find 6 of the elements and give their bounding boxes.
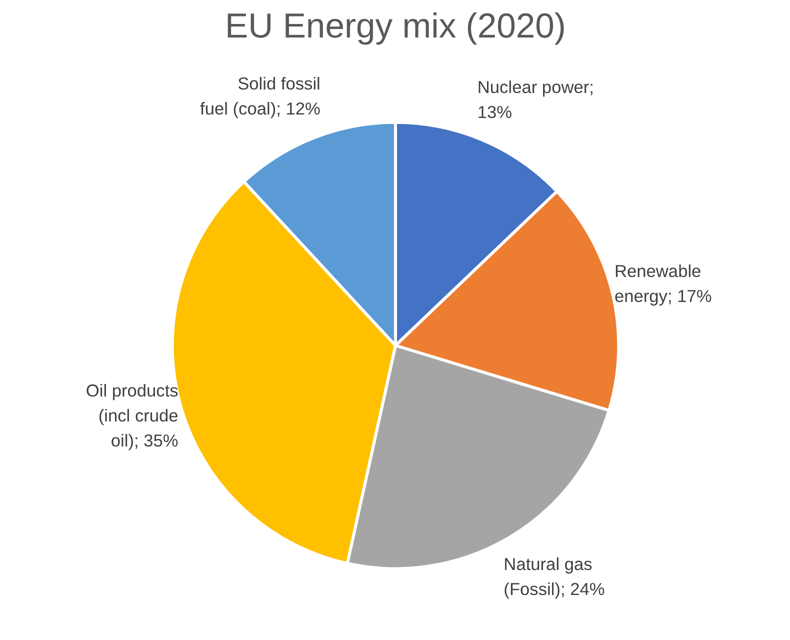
slice-label: Oil products (incl crude oil); 35% <box>86 380 179 450</box>
slice-label: Renewable energy; 17% <box>614 261 712 306</box>
chart-title: EU Energy mix (2020) <box>225 8 566 46</box>
slice-label: Nuclear power; 13% <box>477 76 594 122</box>
slice-label: Natural gas (Fossil); 24% <box>504 554 605 600</box>
slice-label: Solid fossil fuel (coal); 12% <box>200 74 320 119</box>
